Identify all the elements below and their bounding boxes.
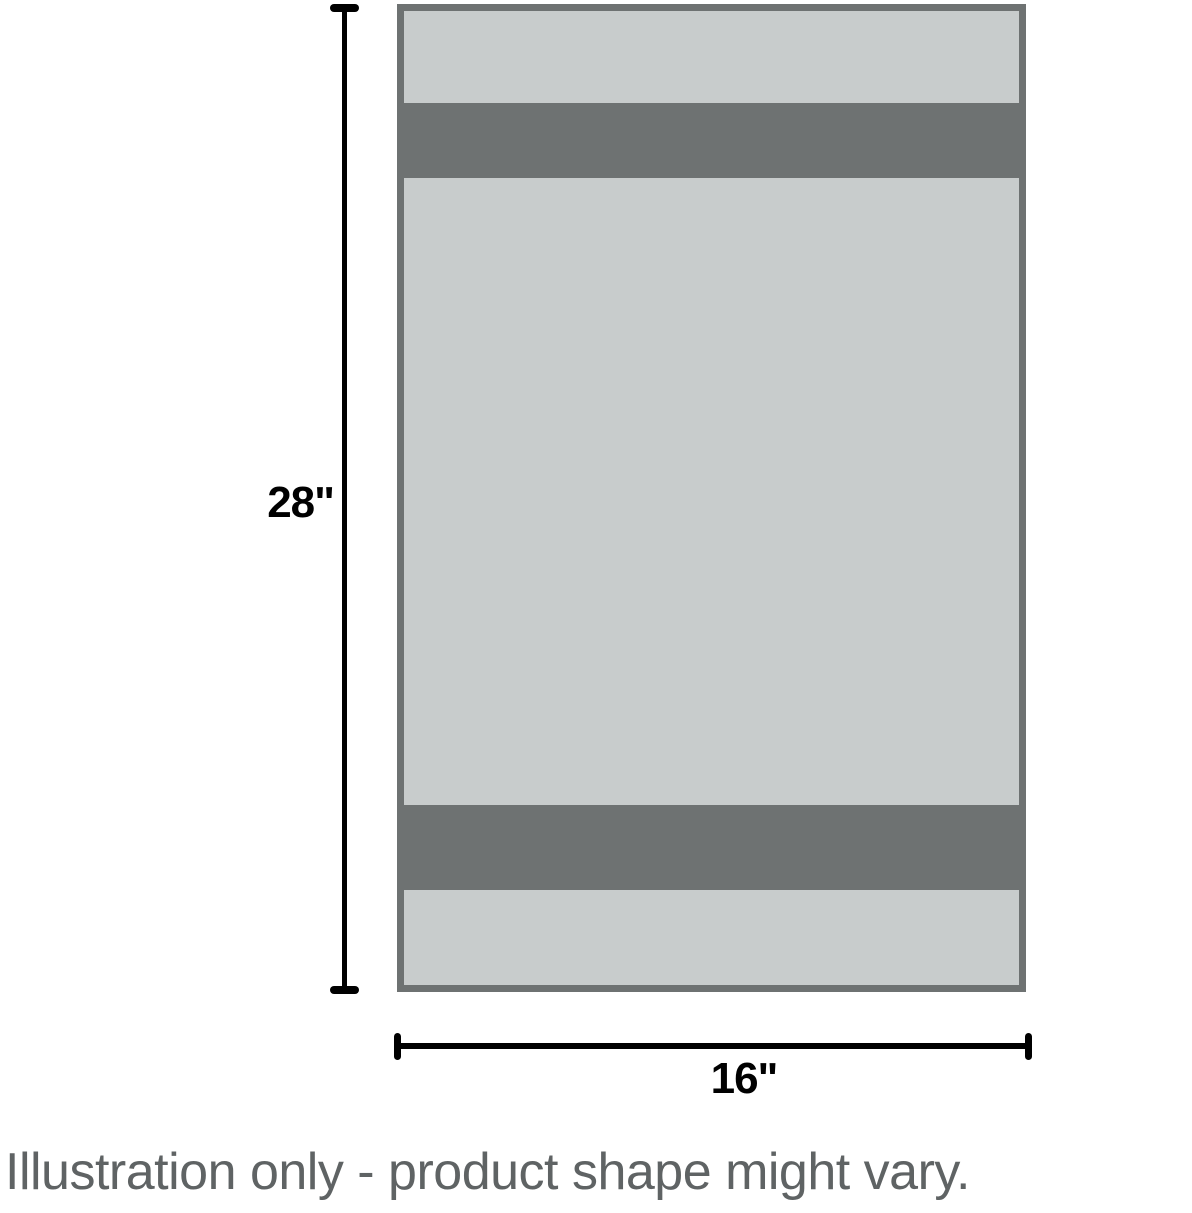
- width-dimension-line: [397, 1043, 1028, 1049]
- height-dimension-label: 28": [267, 478, 335, 527]
- width-dimension-cap-right: [1025, 1033, 1032, 1060]
- height-dimension-line: [342, 8, 347, 992]
- width-dimension-label: 16": [710, 1054, 779, 1103]
- height-dimension-cap-bottom: [330, 986, 359, 994]
- product-top-stripe: [397, 103, 1026, 178]
- product-graphic: [397, 4, 1026, 992]
- product-bottom-stripe: [397, 805, 1026, 890]
- disclaimer-caption: Illustration only - product shape might …: [5, 1143, 971, 1201]
